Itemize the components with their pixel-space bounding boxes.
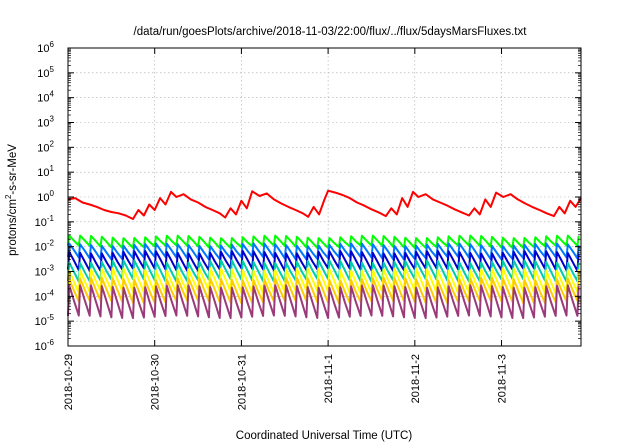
x-tick-label: 2018-11-3 (497, 354, 509, 403)
x-tick-label: 2018-11-2 (410, 354, 422, 403)
series-line (67, 267, 580, 295)
chart-title: /data/run/goesPlots/archive/2018-11-03/2… (134, 26, 528, 38)
x-axis-label: Coordinated Universal Time (UTC) (236, 430, 413, 442)
y-axis-label-part1: protons/cm (7, 199, 19, 256)
y-tick-label: 10-5 (35, 313, 55, 328)
series-line (67, 242, 580, 261)
y-axis-label-part2: -s-sr-MeV (7, 144, 19, 195)
y-tick-label: 104 (37, 90, 54, 105)
y-tick-label: 10-2 (35, 239, 55, 254)
y-tick-label: 100 (37, 189, 54, 204)
y-tick-label: 10-3 (35, 264, 55, 279)
series-line (67, 189, 582, 220)
y-axis-label-sup: 2 (4, 194, 13, 199)
y-tick-label: 105 (37, 65, 54, 80)
x-tick-label: 2018-11-1 (323, 354, 335, 403)
x-tick-label: 2018-10-30 (150, 354, 162, 410)
series-line (67, 276, 580, 305)
x-tick-label: 2018-10-31 (236, 354, 248, 410)
y-tick-label: 101 (37, 164, 54, 179)
x-axis: 2018-10-29 2018-10-30 2018-10-31 2018-11-1 2… (63, 48, 509, 410)
y-tick-label: 102 (37, 139, 54, 154)
x-tick-label: 2018-10-29 (63, 354, 75, 410)
y-axis-label: protons/cm2-s-sr-MeV (4, 144, 19, 256)
y-tick-label: 10-4 (35, 288, 55, 303)
series-line (67, 259, 580, 283)
data-series (67, 189, 582, 320)
series-line (67, 284, 580, 320)
y-tick-label: 10-6 (35, 338, 55, 353)
y-tick-label: 106 (37, 40, 54, 55)
y-axis: 10-6 10-5 10-4 10-3 10-2 10-1 100 101 102 103 104 1… (35, 40, 581, 353)
y-tick-label: 103 (37, 115, 54, 130)
series-line (67, 234, 580, 249)
y-tick-label: 10-1 (35, 214, 55, 229)
series-line (67, 250, 580, 272)
